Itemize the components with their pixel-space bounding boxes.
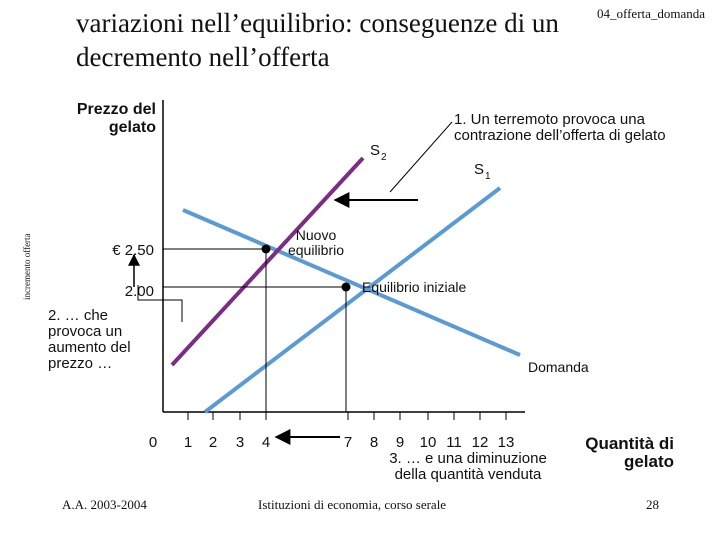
- shock-annotation-line: 1. Un terremoto provoca una: [454, 111, 646, 128]
- supply-s2-subscript: 2: [381, 152, 387, 163]
- y-axis-title: Prezzo del gelato: [77, 101, 156, 136]
- x-tick-label: 0: [149, 434, 157, 451]
- x-tick-label: 12: [472, 434, 489, 451]
- initial-equilibrium-label: Equilibrio iniziale: [362, 279, 466, 295]
- x-tick-label: 7: [344, 434, 352, 451]
- shock-annotation-line: contrazione dell’offerta di gelato: [454, 127, 666, 144]
- x-tick-label: 1: [184, 434, 192, 451]
- footer-course-year: A.A. 2003-2004: [62, 497, 147, 512]
- y-axis-title-line: Prezzo del: [77, 101, 156, 118]
- supply-s1-subscript: 1: [485, 171, 491, 182]
- x-tick-label: 2: [209, 434, 217, 451]
- page-number: 28: [646, 497, 659, 512]
- price-increase-annotation-line: prezzo …: [48, 355, 112, 372]
- x-tick-label: 3: [236, 434, 244, 451]
- x-tick-label: 9: [396, 434, 404, 451]
- new-equilibrium-label: Nuovo equilibrio: [288, 227, 344, 258]
- equilibrium-point: [261, 244, 271, 254]
- x-tick-label: 11: [446, 434, 462, 451]
- y-axis-title-line: gelato: [109, 119, 156, 136]
- x-axis-title-line: Quantità di: [585, 434, 674, 453]
- supply-curve-s1: [203, 186, 502, 414]
- quantity-decrease-annotation: 3. … e una diminuzione della quantità ven…: [389, 450, 547, 483]
- price-label-new: € 2.50: [112, 242, 154, 259]
- x-tick-label: 10: [420, 434, 437, 451]
- demand-curve-label: Domanda: [528, 359, 589, 375]
- quantity-decrease-annotation-line: della quantità venduta: [395, 466, 542, 483]
- footer-course-name: Istituzioni di economia, corso serale: [258, 497, 447, 512]
- x-tick-label: 4: [262, 434, 270, 451]
- equilibrium-point: [341, 282, 351, 292]
- demand-curve: [182, 208, 521, 357]
- new-equilibrium-label-line: Nuovo: [296, 227, 337, 243]
- file-label: 04_offerta_domanda: [597, 6, 706, 21]
- shock-pointer-line: [389, 121, 453, 193]
- x-tick-label: 8: [370, 434, 378, 451]
- x-tick-label: 13: [498, 434, 515, 451]
- price-pointer-line: [137, 285, 183, 322]
- initial-equilibrium-label-line: Equilibrio iniziale: [362, 279, 466, 295]
- new-equilibrium-label-line: equilibrio: [288, 242, 344, 258]
- supply-s2-label: S: [370, 142, 380, 159]
- shock-annotation: 1. Un terremoto provoca una contrazione d…: [454, 111, 666, 144]
- supply-s1-label: S: [474, 161, 484, 178]
- price-increase-annotation-line: 2. … che: [48, 307, 108, 324]
- slide-title: variazioni nell’equilibrio: conseguenze …: [76, 8, 559, 72]
- x-axis-title: Quantità di gelato: [585, 434, 674, 471]
- price-increase-annotation-line: aumento del: [48, 339, 131, 356]
- x-axis-title-line: gelato: [624, 452, 674, 471]
- quantity-decrease-annotation-line: 3. … e una diminuzione: [389, 450, 547, 467]
- price-increase-annotation: 2. … che provoca un aumento del prezzo …: [48, 307, 131, 372]
- price-label-old: 2.00: [125, 283, 154, 300]
- supply-curve-s2: [170, 156, 365, 367]
- price-increase-annotation-line: provoca un: [48, 323, 122, 340]
